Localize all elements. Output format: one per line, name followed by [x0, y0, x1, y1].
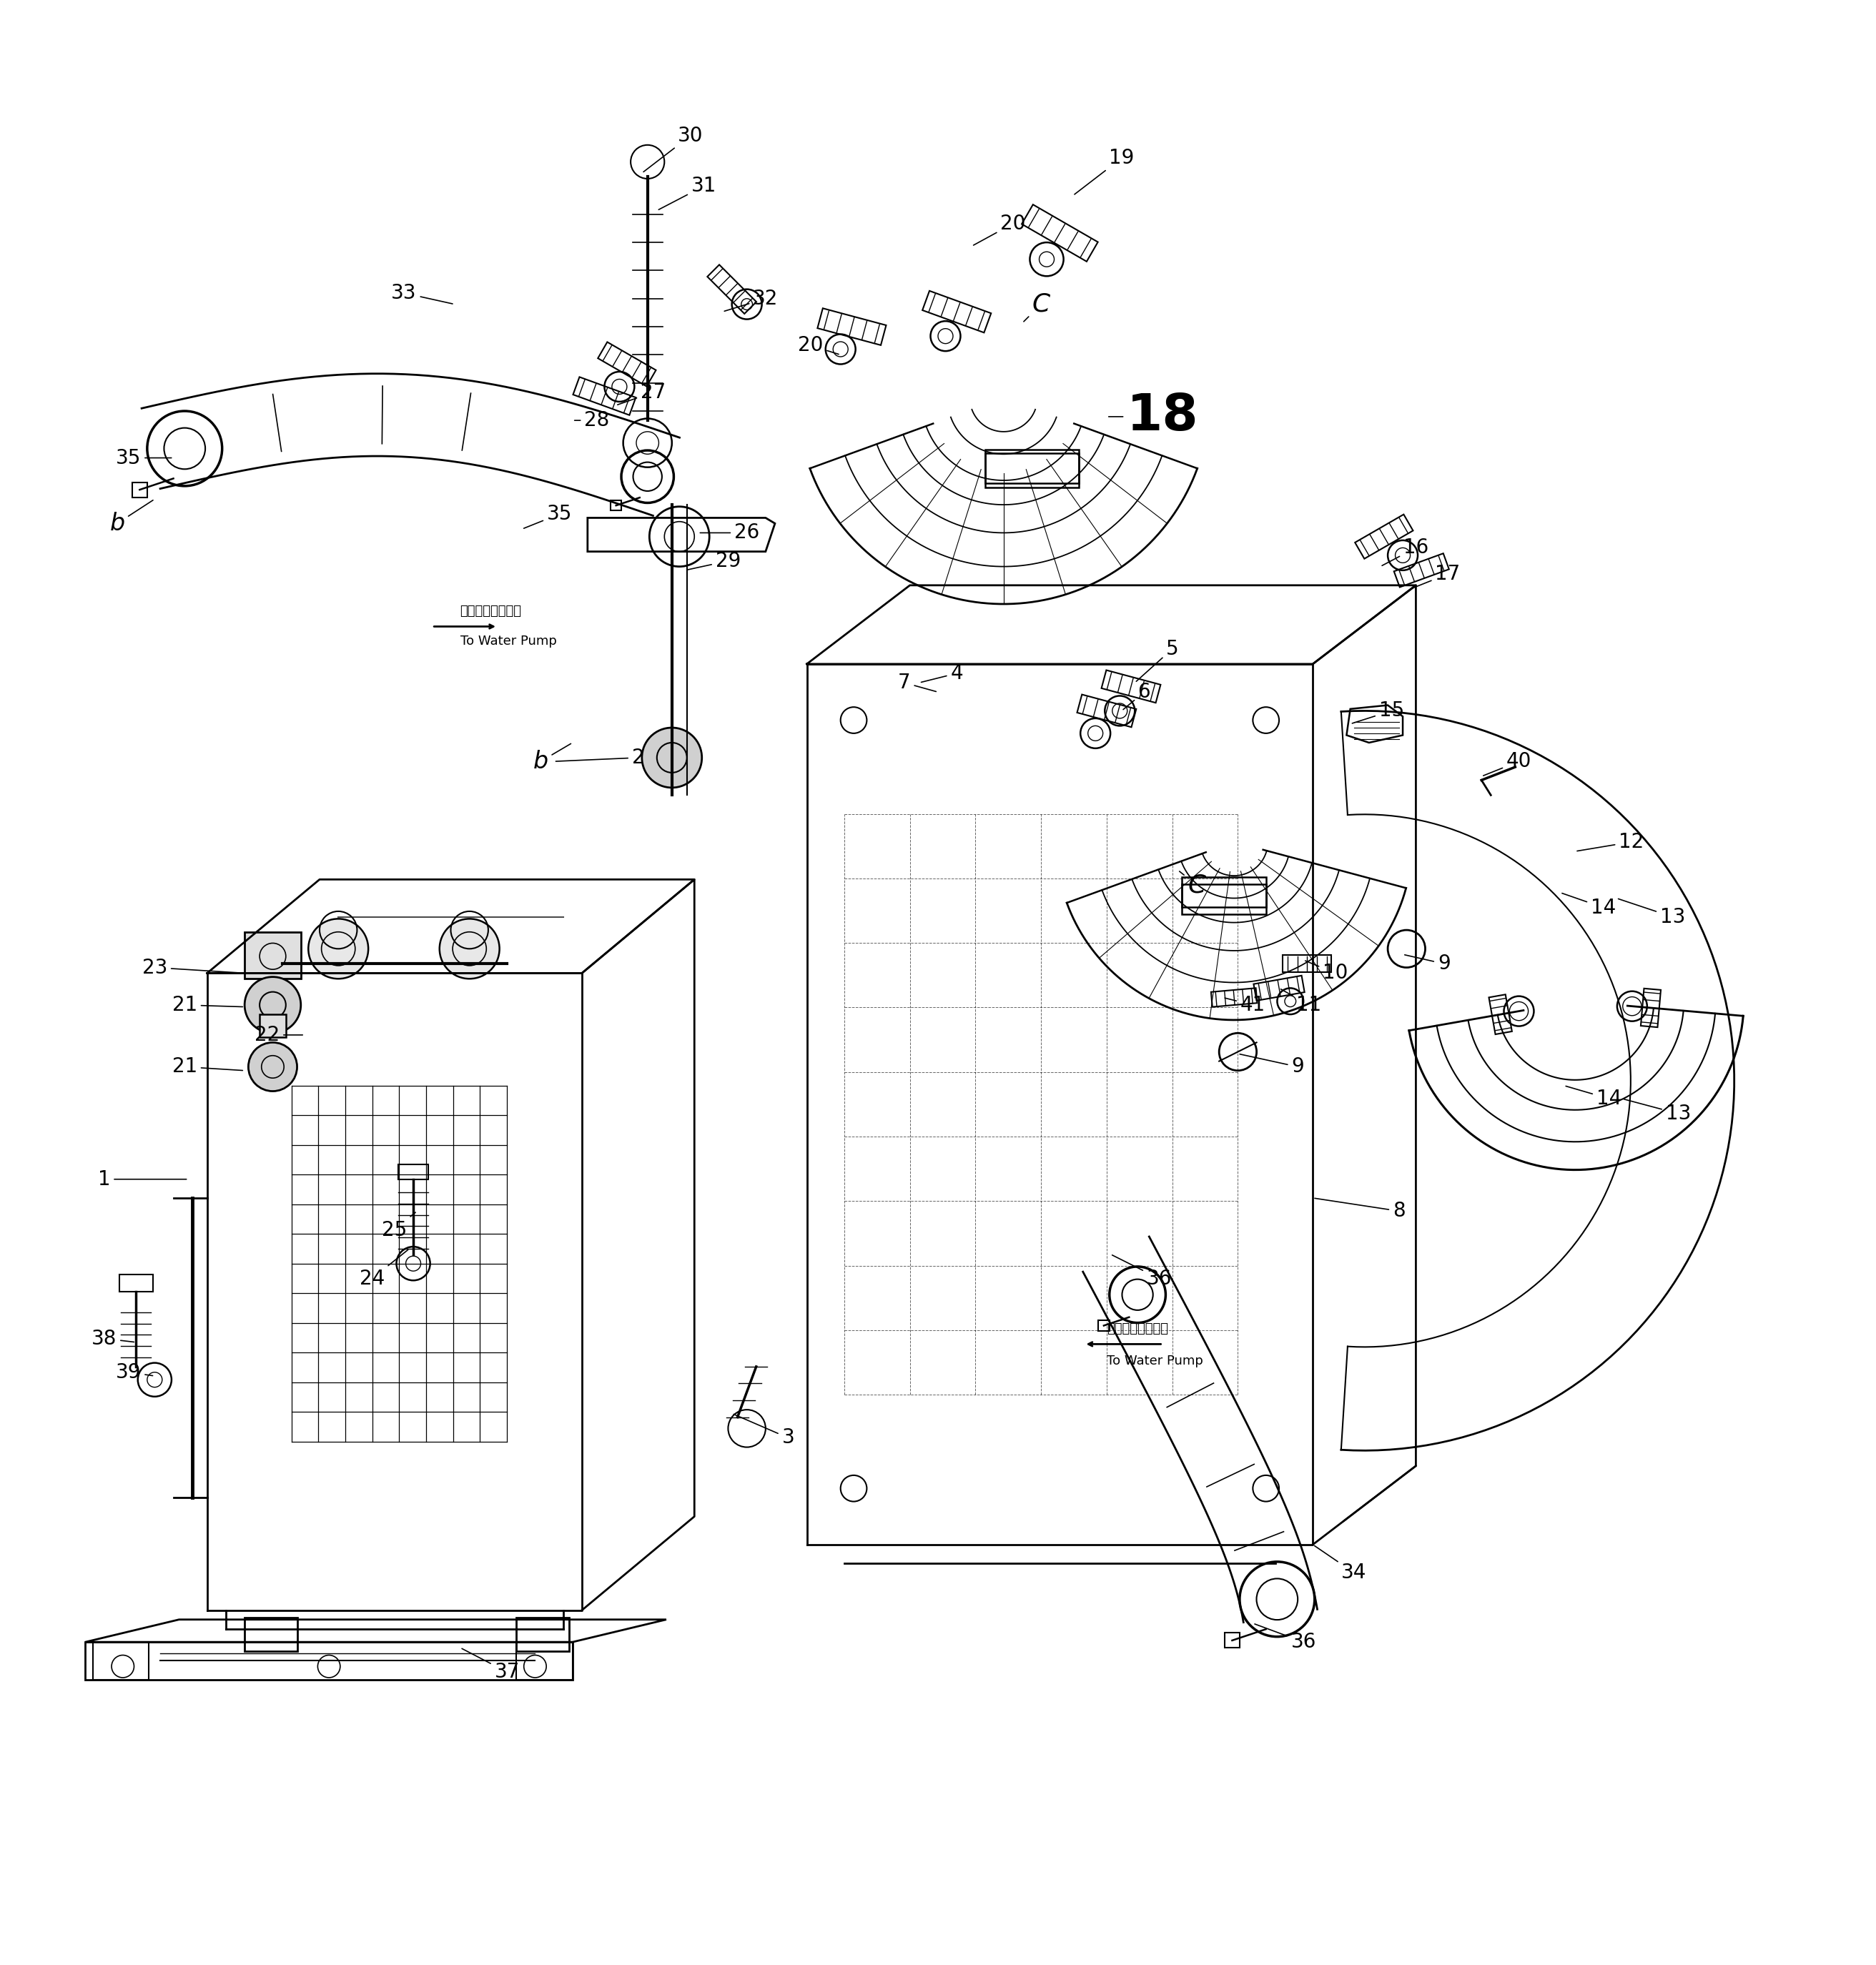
Bar: [516, 1617, 568, 1651]
Circle shape: [642, 727, 702, 788]
Text: 13: 13: [1625, 1098, 1690, 1124]
Text: 10: 10: [1306, 961, 1349, 982]
Text: 8: 8: [1315, 1199, 1405, 1220]
Text: 36: 36: [1255, 1623, 1317, 1653]
Text: 23: 23: [143, 957, 242, 977]
Text: 36: 36: [1112, 1256, 1172, 1289]
Text: 21: 21: [173, 1057, 242, 1077]
Text: 26: 26: [700, 523, 760, 542]
Text: 4: 4: [921, 664, 962, 684]
Circle shape: [248, 1043, 296, 1091]
Text: 19: 19: [1075, 147, 1135, 195]
Text: 27: 27: [617, 383, 666, 405]
Text: 7: 7: [899, 672, 936, 694]
Text: ウォータポンプへ: ウォータポンプへ: [1107, 1322, 1169, 1336]
Bar: [516, 1643, 572, 1680]
Text: To Water Pump: To Water Pump: [1107, 1354, 1203, 1368]
Text: 34: 34: [1315, 1546, 1368, 1582]
Text: 24: 24: [360, 1250, 407, 1289]
Text: 25: 25: [383, 1212, 415, 1240]
Bar: [985, 454, 1079, 487]
Bar: [1182, 876, 1266, 906]
Text: 12: 12: [1578, 831, 1643, 853]
Circle shape: [630, 145, 664, 179]
Text: b: b: [109, 501, 154, 534]
Text: 14: 14: [1563, 894, 1615, 918]
Bar: [398, 1163, 428, 1179]
Bar: [612, 501, 621, 511]
Text: 1: 1: [98, 1169, 186, 1189]
Text: 30: 30: [643, 126, 704, 171]
Text: 29: 29: [687, 550, 741, 572]
Text: 9: 9: [1240, 1053, 1304, 1077]
Bar: [118, 1275, 152, 1291]
Text: 6: 6: [1124, 682, 1150, 709]
Text: 17: 17: [1413, 564, 1460, 588]
Text: 37: 37: [461, 1649, 520, 1682]
Bar: [1182, 884, 1266, 914]
Text: 21: 21: [173, 994, 242, 1016]
Text: 31: 31: [658, 177, 717, 210]
Circle shape: [244, 977, 300, 1034]
Text: 20: 20: [974, 214, 1026, 246]
Text: 13: 13: [1619, 898, 1685, 927]
Circle shape: [308, 920, 368, 979]
Text: 22: 22: [255, 1026, 302, 1045]
Text: 15: 15: [1353, 702, 1403, 723]
Circle shape: [728, 1409, 765, 1446]
Text: 33: 33: [392, 283, 452, 305]
Text: 5: 5: [1137, 639, 1178, 682]
Text: 14: 14: [1566, 1087, 1621, 1108]
Bar: [244, 931, 300, 979]
Text: 35: 35: [116, 448, 171, 468]
Text: 11: 11: [1281, 988, 1323, 1016]
Bar: [244, 1617, 296, 1651]
Text: 39: 39: [116, 1362, 152, 1381]
Bar: [259, 1014, 285, 1038]
Text: b: b: [533, 743, 570, 772]
Text: 20: 20: [797, 336, 839, 356]
Text: 16: 16: [1383, 538, 1428, 566]
Text: 28: 28: [574, 411, 610, 430]
Bar: [92, 1643, 148, 1680]
Text: 3: 3: [734, 1415, 794, 1448]
Text: 38: 38: [92, 1328, 133, 1348]
Text: 2: 2: [555, 747, 645, 768]
Text: 35: 35: [523, 505, 572, 529]
Bar: [985, 450, 1079, 483]
Circle shape: [439, 920, 499, 979]
Text: C: C: [1180, 870, 1206, 898]
Text: 18: 18: [1109, 391, 1199, 442]
Bar: [131, 481, 146, 497]
Text: 9: 9: [1405, 953, 1450, 975]
Bar: [1225, 1633, 1240, 1649]
Text: 41: 41: [1225, 994, 1266, 1016]
Bar: [1097, 1320, 1109, 1330]
Text: 32: 32: [724, 289, 779, 310]
Text: To Water Pump: To Water Pump: [460, 635, 557, 648]
Text: 40: 40: [1484, 751, 1531, 776]
Text: C: C: [1024, 293, 1051, 322]
Text: ウォータポンプへ: ウォータポンプへ: [460, 605, 522, 617]
